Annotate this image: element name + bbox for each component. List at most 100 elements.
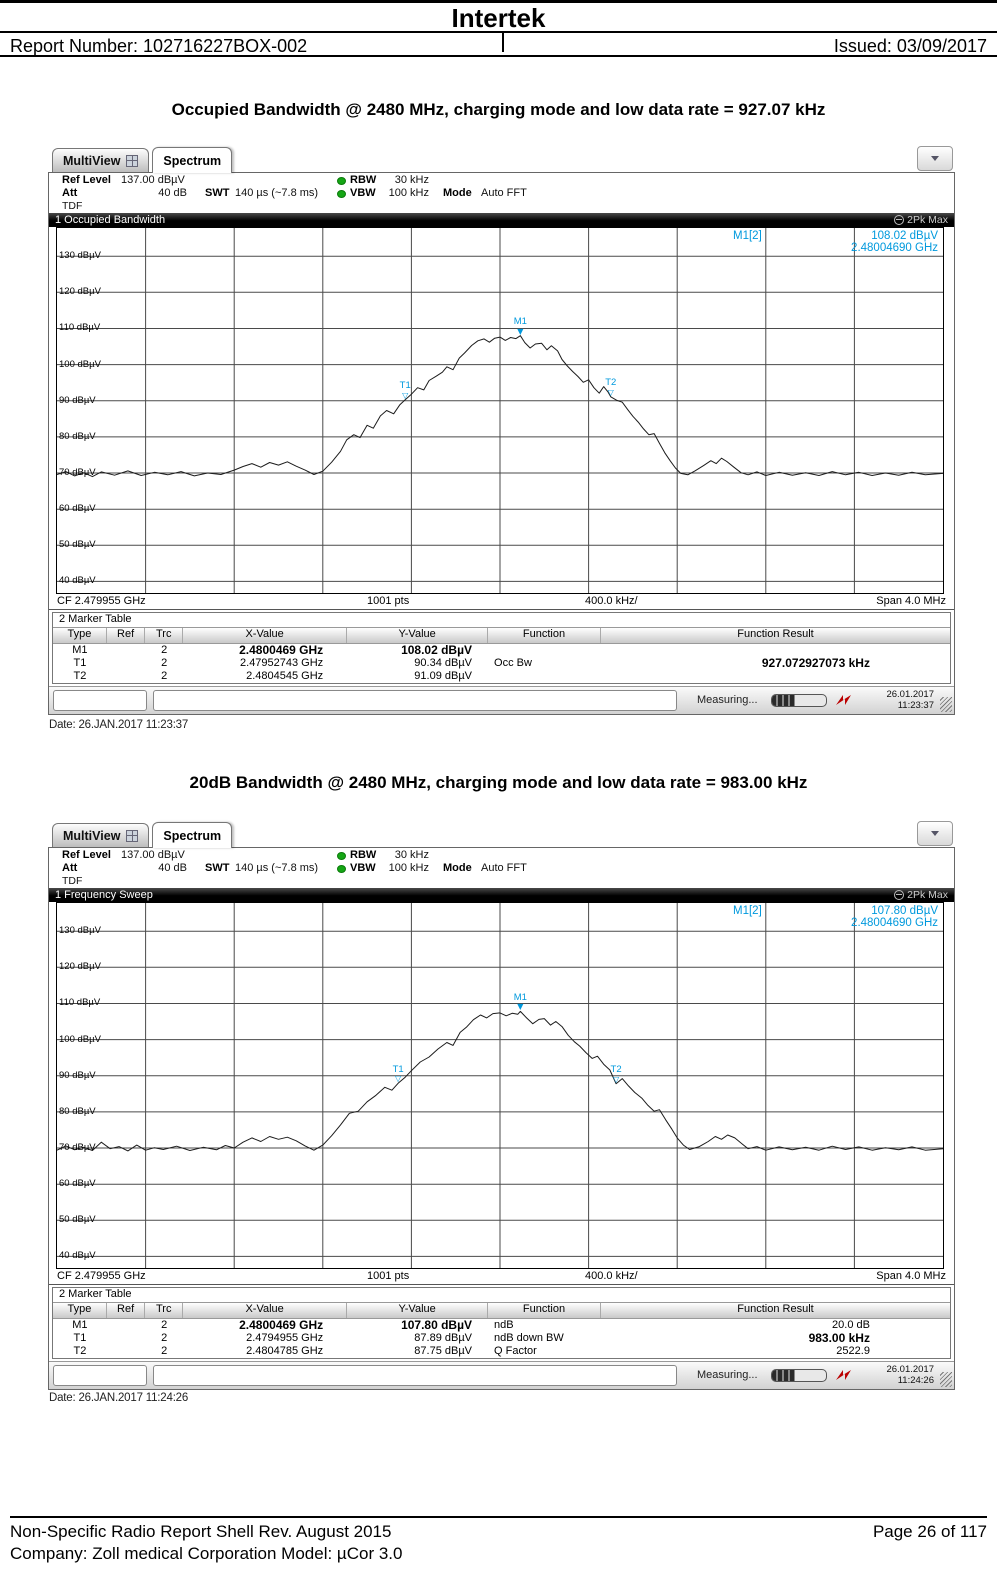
marker-table-header-cell: Function [488,1303,602,1318]
marker-table-cell-type: T1 [73,657,87,669]
marker-t2: T2 ▽ [605,377,617,397]
marker-table-cell-y: 87.89 dBµV [414,1332,473,1344]
tab-spectrum-label: Spectrum [163,828,222,843]
marker-table-cell-result: 2522.9 [836,1345,870,1357]
per-division: 400.0 kHz/ [585,595,638,607]
header-divider [502,33,504,52]
marker-table-row: T2 2 2.4804785 GHz 87.75 dBµV Q Factor 2522.9 [53,1345,950,1358]
y-axis-tick-label: 70 dBµV [59,467,96,479]
marker-table-cell-ref [107,1332,146,1345]
swt-value: 140 µs (~7.8 ms) [235,862,319,874]
marker-table-cell-fn [488,644,601,657]
footer-rule [10,1516,987,1518]
marker-t1: T1 ▽ [399,380,411,400]
y-axis-tick-label: 130 dBµV [59,925,101,937]
tab-spectrum-label: Spectrum [163,153,222,168]
status-message-box [153,690,677,711]
vbw-status-led [337,865,346,873]
marker-table-header-cell: X-Value [183,1303,348,1318]
marker-table: 2 Marker Table Type Ref Trc X-Value Y-Value F… [52,612,951,684]
vbw-status-led [337,190,346,198]
marker-table-cell-y: 87.75 dBµV [414,1345,473,1357]
y-axis-tick-label: 40 dBµV [59,575,96,587]
rbw-status-led [337,852,346,860]
chevron-down-icon [931,831,939,836]
tab-spectrum[interactable]: Spectrum [152,822,233,848]
tab-multiview-label: MultiView [63,153,121,168]
marker-table-cell-y: 108.02 dBµV [401,643,473,657]
marker-table-cell-result: 927.072927073 kHz [761,656,870,670]
marker-readout: M1[2] 108.02 dBµV 2.48004690 GHz [733,230,938,254]
window-dropdown-button[interactable] [917,146,953,171]
marker-table-cell-ref [107,657,146,670]
marker-t2: T2 ▽ [610,1064,622,1084]
tab-multiview[interactable]: MultiView [52,823,150,847]
marker-table-cell-trc: 2 [161,1332,168,1344]
y-axis-tick-label: 100 dBµV [59,358,101,370]
marker-table-cell-x: 2.4800469 GHz [239,643,324,657]
measure-progress-bar [771,694,827,707]
mode-value: Auto FFT [481,187,527,199]
trace-mode-label: 2Pk Max [907,214,948,226]
marker-table-cell-type: M1 [72,644,88,656]
marker-table-header-row: Type Ref Trc X-Value Y-Value Function Function… [53,627,950,644]
span-value: Span 4.0 MHz [876,1270,946,1282]
spectrum-analyzer-screenshot-2: MultiView Spectrum Ref Level 137.00 dBµV… [48,820,955,1390]
marker-table-cell-trc: 2 [161,1345,168,1357]
marker-table-cell-trc: 2 [161,644,168,656]
tab-spectrum[interactable]: Spectrum [152,147,233,173]
frequency-axis-row: CF 2.479955 GHz 1001 pts 400.0 kHz/ Span… [49,1269,954,1285]
marker-table-header-cell: Trc [145,628,184,643]
window-dropdown-button[interactable] [917,821,953,846]
status-input-box [53,1365,147,1386]
marker-table-cell-ref [107,1319,146,1332]
status-datetime: 26.01.2017 11:24:26 [886,1364,934,1386]
progress-fill [772,1370,795,1381]
marker-table-cell-ref [107,1345,146,1358]
marker-table: 2 Marker Table Type Ref Trc X-Value Y-Value F… [52,1287,951,1359]
marker-readout: M1[2] 107.80 dBµV 2.48004690 GHz [733,905,938,929]
vbw-label: VBW [350,187,376,199]
y-axis-tick-label: 130 dBµV [59,250,101,262]
trace-mode-indicator: 2Pk Max [894,214,948,226]
measurement-running-icon [835,694,853,712]
marker-table-cell-trc: 2 [161,657,168,669]
mode-label: Mode [443,862,472,874]
vbw-value: 100 kHz [388,187,429,199]
resize-grip-icon [940,1372,952,1387]
marker-t1: T1 ▽ [392,1063,404,1084]
per-division: 400.0 kHz/ [585,1270,638,1282]
tab-multiview[interactable]: MultiView [52,148,150,172]
trace-indicator-icon [894,890,905,900]
marker-table-cell-x: 2.4804785 GHz [246,1345,324,1357]
chevron-down-icon [931,156,939,161]
marker-table-header-cell: X-Value [183,628,348,643]
marker-table-header-cell: Y-Value [347,628,489,643]
rbw-value: 30 kHz [394,849,429,861]
marker-readout-name: M1[2] [733,230,762,242]
frequency-axis-row: CF 2.479955 GHz 1001 pts 400.0 kHz/ Span… [49,594,954,610]
y-axis-tick-label: 90 dBµV [59,1069,96,1081]
marker-table-cell-fn: ndB [494,1319,514,1331]
ref-level-label: Ref Level [62,849,111,861]
settings-header: Ref Level 137.00 dBµV RBW 30 kHz Att 40 … [49,848,954,888]
marker-table-cell-y: 107.80 dBµV [401,1318,473,1332]
chart-window-title: 1 Frequency Sweep [55,889,153,901]
marker-table-cell-trc: 2 [161,670,168,682]
trace-mode-indicator: 2Pk Max [894,889,948,901]
tdf-label: TDF [62,200,83,212]
y-axis-tick-label: 50 dBµV [59,1214,96,1226]
marker-table-cell-fn: Q Factor [494,1345,537,1357]
footer-shell-revision: Non-Specific Radio Report Shell Rev. Aug… [10,1522,392,1541]
section-title-occupied-bandwidth: Occupied Bandwidth @ 2480 MHz, charging … [171,100,826,119]
y-axis-tick-label: 70 dBµV [59,1142,96,1154]
marker-readout-amplitude: 108.02 dBµV [871,230,938,242]
marker-table-cell-x: 2.4794955 GHz [246,1332,324,1344]
marker-table-header-cell: Type [53,1303,107,1318]
ref-level-value: 137.00 dBµV [121,849,185,861]
measurement-running-icon [835,1369,853,1387]
marker-table-row: T1 2 2.4794955 GHz 87.89 dBµV ndB down BW 983… [53,1332,950,1345]
y-axis-tick-label: 40 dBµV [59,1250,96,1262]
settings-header: Ref Level 137.00 dBµV RBW 30 kHz Att 40 … [49,173,954,213]
multiview-grid-icon [126,829,139,842]
